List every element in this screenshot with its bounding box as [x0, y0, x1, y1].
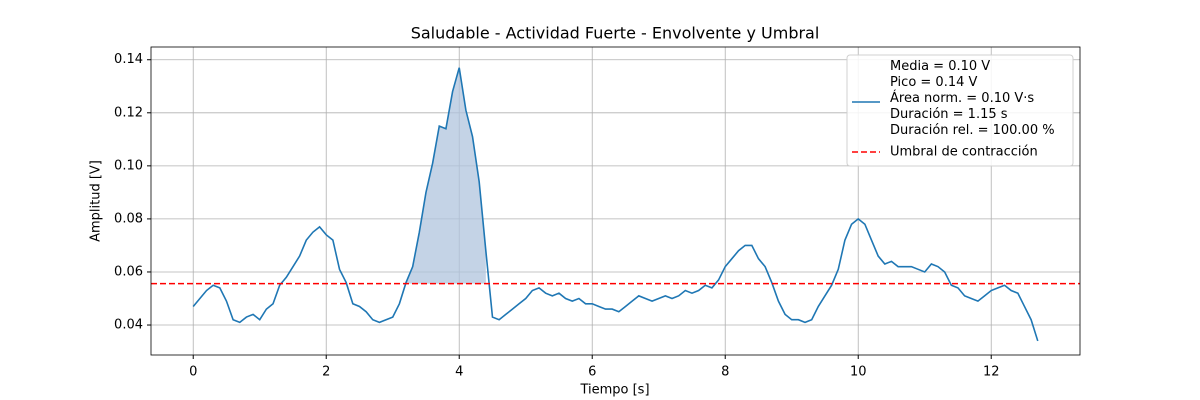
x-tick-label: 6 — [588, 365, 596, 380]
legend-label: Media = 0.10 V Pico = 0.14 V Área norm. … — [890, 59, 1055, 138]
y-tick-label: 0.14 — [114, 52, 143, 67]
x-tick-label: 0 — [189, 365, 197, 380]
chart-title: Saludable - Actividad Fuerte - Envolvent… — [411, 24, 820, 43]
x-tick-label: 8 — [721, 365, 729, 380]
y-tick-label: 0.12 — [114, 105, 143, 120]
legend-label: Umbral de contracción — [890, 145, 1038, 160]
x-tick-label: 2 — [322, 365, 330, 380]
signal-line — [192, 67, 1039, 342]
contraction-area — [406, 67, 486, 284]
x-tick-label: 10 — [850, 365, 867, 380]
y-axis-label: Amplitud [V] — [89, 160, 104, 242]
legend-box — [846, 54, 1074, 167]
axes-frame — [150, 46, 1081, 356]
x-tick-label: 12 — [983, 365, 1000, 380]
y-tick-label: 0.04 — [114, 318, 143, 333]
legend-entry: Media = 0.10 V Pico = 0.14 V Área norm. … — [890, 59, 1055, 138]
y-tick-label: 0.10 — [114, 158, 143, 173]
x-axis-label: Tiempo [s] — [579, 383, 649, 398]
y-tick-label: 0.06 — [114, 264, 143, 279]
x-tick-label: 4 — [455, 365, 463, 380]
y-tick-label: 0.08 — [114, 211, 143, 226]
